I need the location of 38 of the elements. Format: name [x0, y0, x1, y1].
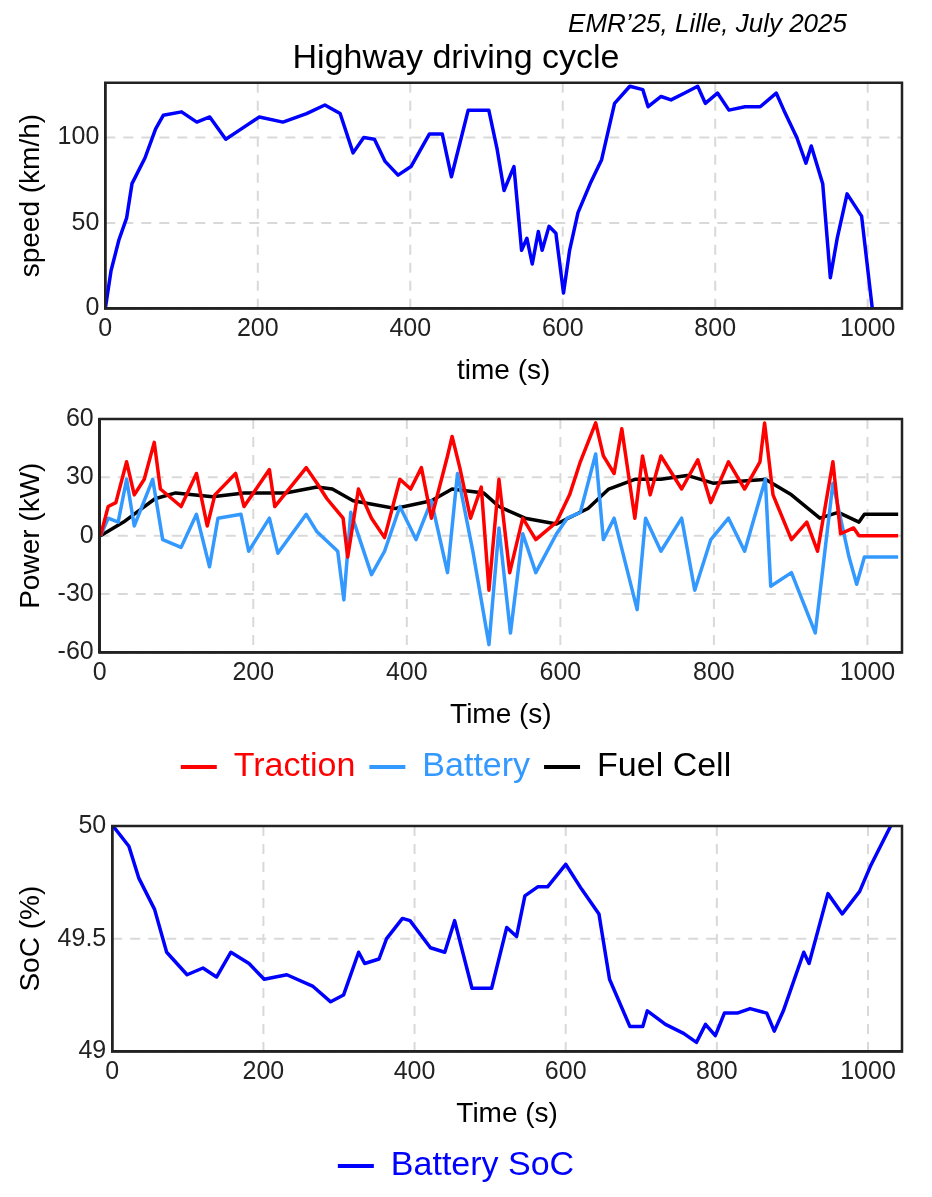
y-tick-label: 30 [65, 461, 94, 490]
x-tick-label: 400 [389, 313, 432, 342]
y-tick-label: 0 [79, 519, 94, 548]
x-tick-label: 1000 [839, 313, 896, 342]
x-tick-label: 1000 [839, 657, 896, 686]
x-tick-label: 600 [541, 313, 584, 342]
y-tick-label: 49 [78, 1035, 107, 1064]
y-tick-label: 50 [71, 206, 100, 235]
x-tick-label: 200 [242, 1056, 285, 1085]
x-tick-label: 1000 [840, 1056, 896, 1085]
x-tick-label: 800 [695, 1056, 738, 1085]
x-tick-label: 200 [236, 313, 279, 342]
text: EMR’25, Lille, July 2025 [568, 8, 847, 39]
x-tick-label: 800 [693, 657, 735, 686]
chart-title: Highway driving cycle [292, 36, 620, 75]
y-tick-label: 100 [57, 121, 100, 150]
legend-label: Fuel Cell [597, 745, 732, 784]
x-axis-title: Time (s) [456, 1096, 558, 1128]
x-tick-label: 200 [232, 657, 275, 686]
y-tick-label: 0 [85, 292, 100, 321]
legend-label: Traction [233, 745, 356, 784]
legend-label: Battery [422, 745, 531, 784]
y-axis-title: speed (km/h) [13, 113, 45, 278]
y-tick-label: -60 [57, 636, 94, 665]
x-tick-label: 800 [694, 313, 737, 342]
x-axis-title: Time (s) [450, 697, 552, 729]
x-tick-label: 400 [393, 1056, 436, 1085]
y-axis-title: Power (kW) [13, 462, 45, 609]
x-tick-label: 400 [385, 657, 428, 686]
x-tick-label: 600 [544, 1056, 587, 1085]
y-tick-label: -30 [57, 577, 94, 606]
x-tick-label: 600 [539, 657, 582, 686]
x-axis-title: time (s) [456, 353, 551, 385]
y-tick-label: 49.5 [57, 922, 107, 951]
y-axis-title: SoC (%) [13, 885, 45, 992]
legend-label: Battery SoC [390, 1144, 575, 1183]
y-tick-label: 50 [78, 809, 107, 838]
y-tick-label: 60 [65, 402, 94, 431]
